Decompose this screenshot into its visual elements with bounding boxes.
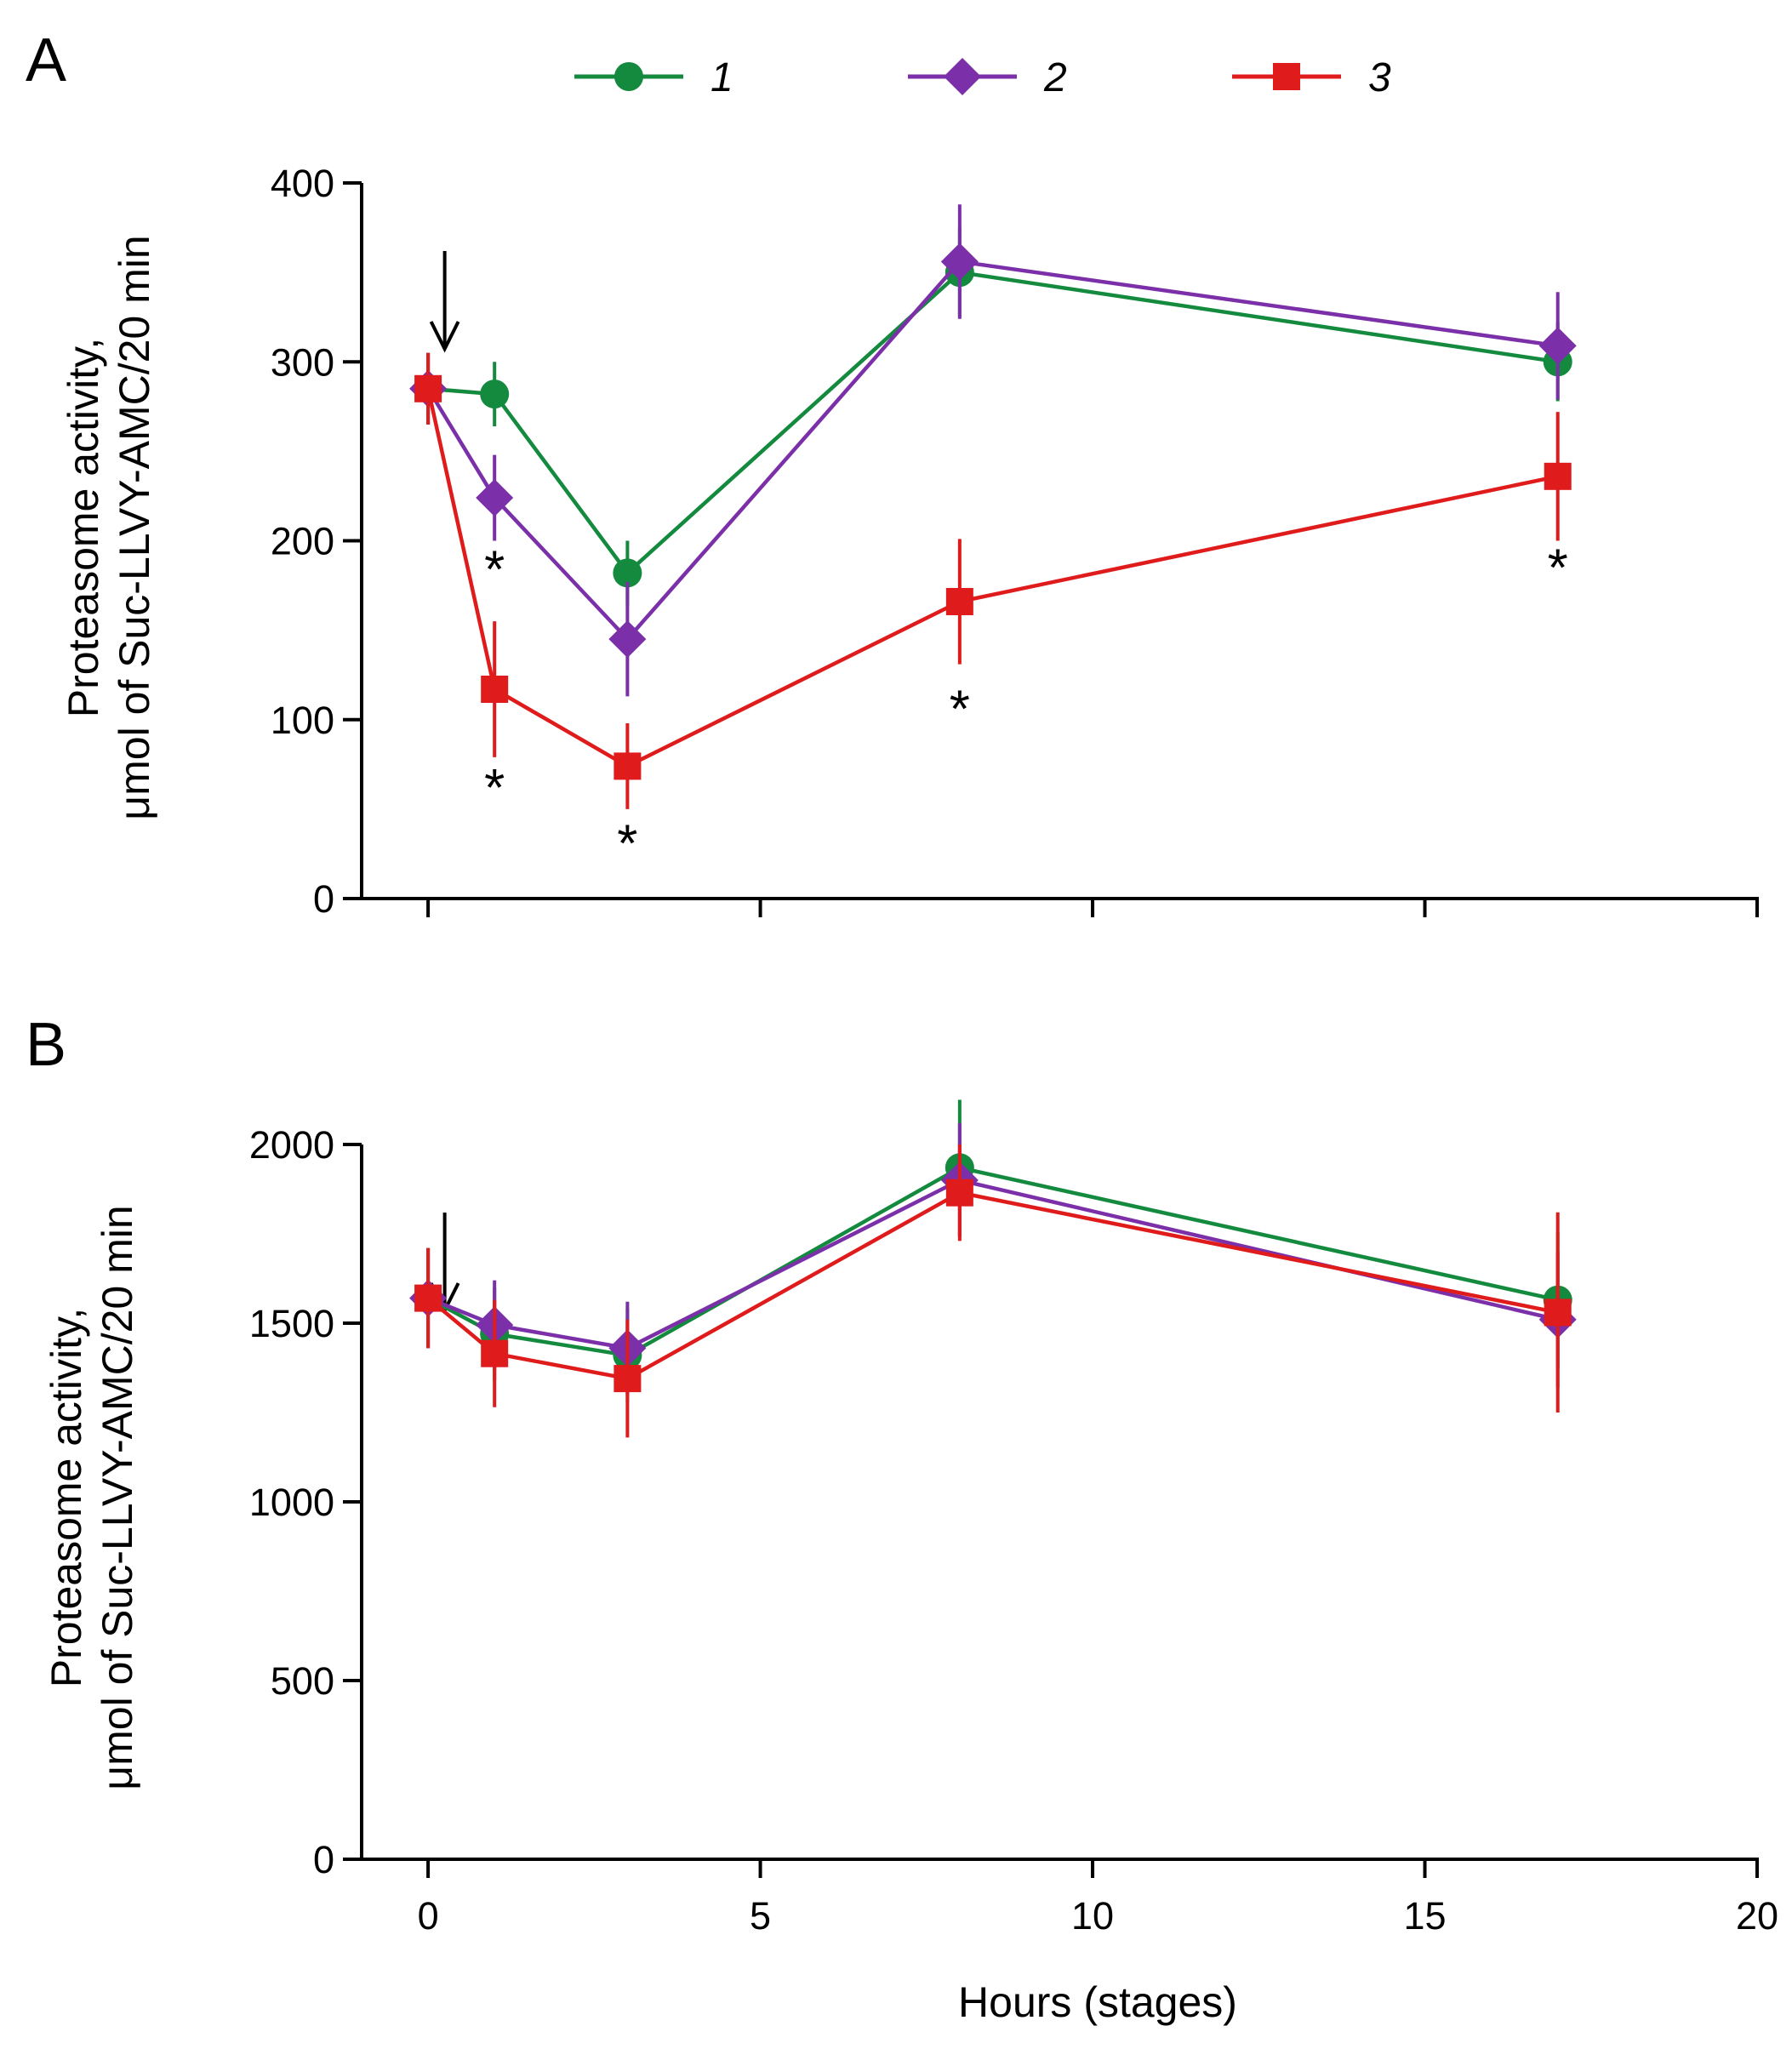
legend-label-1: 1 xyxy=(711,55,733,100)
legend-label-2: 2 xyxy=(1043,55,1067,100)
data-point-a-3-1 xyxy=(481,676,509,704)
panel-a: A 0 100 200 300 400 Proteasome activity,μmol o… xyxy=(26,26,1759,921)
series-line-b-1 xyxy=(427,1166,1559,1358)
y-tick-label-a-400: 400 xyxy=(271,162,334,205)
data-point-a-2-1 xyxy=(476,479,514,517)
y-tick-label-b-1000: 1000 xyxy=(249,1481,334,1524)
x-tick-label-b-10: 10 xyxy=(1071,1894,1114,1938)
panel-b: B 0 500 1000 1500 2000 0 5 10 15 20 Proteasome acti… xyxy=(26,1011,1778,1938)
arrow-head-a xyxy=(429,321,460,353)
data-point-b-3-0 xyxy=(414,1284,442,1312)
x-tick-label-b-20: 20 xyxy=(1736,1894,1778,1938)
series-b-3 xyxy=(414,1144,1572,1438)
panel-label-b: B xyxy=(26,1011,66,1079)
legend: 1 2 3 xyxy=(574,55,1391,100)
legend-label-3: 3 xyxy=(1368,55,1391,100)
data-point-a-1-1 xyxy=(480,380,510,409)
series-line-a-2 xyxy=(426,260,1559,642)
y-tick-label-a-0: 0 xyxy=(313,877,334,921)
data-point-b-3-17 xyxy=(1544,1298,1572,1327)
series-b-1 xyxy=(414,1099,1572,1402)
series-b-2 xyxy=(409,1122,1577,1395)
data-point-a-3-0 xyxy=(414,374,442,402)
y-tick-label-b-500: 500 xyxy=(271,1659,334,1703)
data-point-b-3-8 xyxy=(945,1179,973,1207)
y-tick-label-b-1500: 1500 xyxy=(249,1302,334,1345)
y-tick-label-a-300: 300 xyxy=(271,340,334,384)
treatment-arrow-a xyxy=(429,251,460,353)
legend-marker-1 xyxy=(614,62,643,91)
data-point-a-1-3 xyxy=(613,558,642,588)
data-point-a-2-3 xyxy=(608,620,647,659)
series-line-a-3 xyxy=(425,388,1559,768)
data-point-a-3-8 xyxy=(945,587,973,615)
significance-mark-a-1: * xyxy=(484,541,505,600)
y-axis-title-line-a-1: Proteasome activity, xyxy=(60,338,107,717)
y-axis-title-line-a-2: μmol of Suc-LLVY-AMC/20 min xyxy=(111,235,158,819)
y-axis-title-b: Proteasome activity,μmol of Suc-LLVY-AMC… xyxy=(43,1205,141,1789)
significance-mark-a-4: * xyxy=(950,681,970,739)
y-axis-title-a: Proteasome activity,μmol of Suc-LLVY-AMC… xyxy=(60,235,158,819)
series-a-3 xyxy=(414,352,1572,809)
significance-mark-a-2: * xyxy=(484,759,505,818)
significance-mark-a-5: * xyxy=(1548,539,1568,598)
y-tick-label-b-2000: 2000 xyxy=(249,1123,334,1167)
data-point-a-2-17 xyxy=(1538,327,1577,365)
x-tick-label-b-5: 5 xyxy=(750,1894,771,1938)
legend-entry-1: 1 xyxy=(574,55,733,100)
legend-entry-3: 3 xyxy=(1232,55,1391,100)
series-line-a-1 xyxy=(427,270,1559,575)
significance-mark-a-3: * xyxy=(617,814,637,873)
panel-label-a: A xyxy=(26,26,66,94)
x-tick-label-b-15: 15 xyxy=(1403,1894,1446,1938)
y-axis-title-line-b-2: μmol of Suc-LLVY-AMC/20 min xyxy=(94,1205,141,1789)
data-point-b-3-1 xyxy=(481,1339,509,1367)
y-axis-title-line-b-1: Proteasome activity, xyxy=(43,1308,90,1687)
x-tick-label-b-0: 0 xyxy=(418,1894,439,1938)
data-point-a-2-8 xyxy=(940,243,979,281)
legend-marker-3 xyxy=(1273,63,1300,90)
y-tick-label-a-200: 200 xyxy=(271,520,334,563)
legend-marker-2 xyxy=(944,58,981,95)
x-axis-title: Hours (stages) xyxy=(958,1978,1237,2026)
legend-entry-2: 2 xyxy=(908,55,1067,100)
y-tick-label-b-0: 0 xyxy=(313,1838,334,1881)
data-point-a-3-17 xyxy=(1544,462,1572,490)
y-tick-label-a-100: 100 xyxy=(271,699,334,742)
series-a-1 xyxy=(414,227,1572,606)
data-point-a-3-3 xyxy=(614,752,642,780)
data-point-b-3-3 xyxy=(614,1365,642,1393)
